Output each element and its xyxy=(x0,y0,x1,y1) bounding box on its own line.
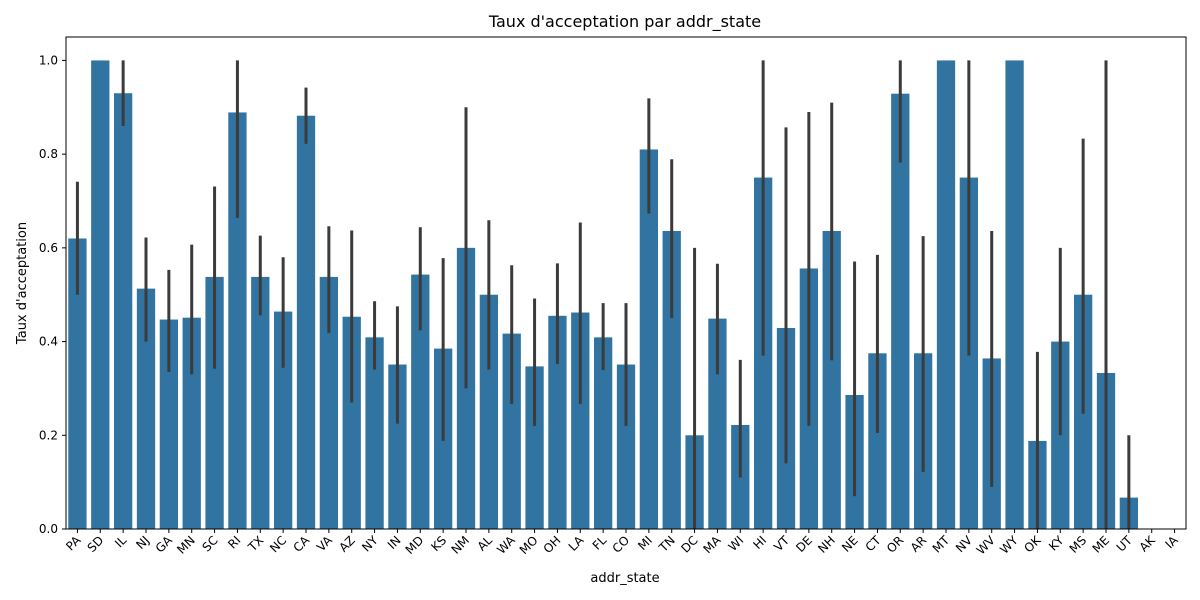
bar-ct xyxy=(868,353,887,529)
x-tick-label: PA xyxy=(63,533,84,554)
bar-md xyxy=(411,274,430,529)
x-tick-label: RI xyxy=(225,533,243,551)
x-tick-label: ME xyxy=(1090,533,1113,556)
bar-va xyxy=(319,276,338,529)
bar-nh xyxy=(822,230,841,529)
x-tick-label: LA xyxy=(566,533,587,554)
x-tick-label: CO xyxy=(610,533,633,556)
x-tick-label: HI xyxy=(750,533,769,552)
x-tick-label: MS xyxy=(1067,533,1090,556)
x-tick-label: NH xyxy=(815,533,838,556)
x-tick-label: MN xyxy=(174,533,198,557)
x-tick-label: WA xyxy=(494,533,518,557)
bar-ma xyxy=(708,318,727,529)
x-tick-label: OH xyxy=(541,533,564,556)
x-tick-label: AR xyxy=(908,533,930,555)
x-tick-label: FL xyxy=(590,533,610,553)
x-tick-label: MA xyxy=(701,533,725,557)
bar-pa xyxy=(68,238,87,529)
bar-ri xyxy=(228,112,247,529)
x-tick-label: NY xyxy=(359,533,381,555)
bar-ca xyxy=(296,115,316,529)
x-tick-label: KS xyxy=(428,533,449,554)
bar-mn xyxy=(182,317,201,529)
x-tick-label: AL xyxy=(475,533,496,554)
bar-tn xyxy=(662,230,681,529)
x-tick-label: TN xyxy=(656,533,678,555)
bar-co xyxy=(616,364,636,529)
x-tick-label: TX xyxy=(245,533,267,555)
x-tick-label: SC xyxy=(199,533,220,554)
bar-in xyxy=(388,364,407,529)
x-tick-label: IN xyxy=(385,533,404,552)
bar-or xyxy=(891,93,910,529)
bars-group xyxy=(68,60,1138,530)
y-tick-label: 0.6 xyxy=(39,241,58,255)
x-tick-label: NM xyxy=(449,533,473,557)
y-tick-label: 0.8 xyxy=(39,147,58,161)
x-tick-label: DE xyxy=(793,533,815,555)
x-tick-label: MI xyxy=(635,533,655,553)
bar-sc xyxy=(205,276,224,529)
bar-mi xyxy=(639,149,658,529)
bar-nm xyxy=(456,247,476,529)
x-tick-label: IL xyxy=(112,533,129,550)
x-tick-label: OR xyxy=(884,533,906,555)
x-tick-label: IA xyxy=(1162,533,1181,552)
bar-fl xyxy=(594,337,613,529)
chart-title: Taux d'acceptation par addr_state xyxy=(488,12,761,32)
y-tick-label: 1.0 xyxy=(39,53,58,67)
bar-la xyxy=(571,312,590,529)
x-tick-label: AK xyxy=(1137,532,1159,554)
x-tick-label: SD xyxy=(85,533,107,555)
bar-az xyxy=(342,316,361,529)
plot-frame xyxy=(65,36,1187,530)
x-tick-label: NJ xyxy=(133,533,152,552)
y-tick-label: 0.2 xyxy=(39,428,58,442)
y-axis: 0.0 0.2 0.4 0.6 0.8 1.0 xyxy=(39,53,66,536)
x-tick-label: WV xyxy=(974,533,999,558)
bar-oh xyxy=(548,315,567,529)
bar-wa xyxy=(502,333,521,529)
x-tick-label: UT xyxy=(1114,533,1136,555)
bar-ga xyxy=(159,319,178,529)
x-tick-label: NV xyxy=(953,533,976,556)
x-tick-label: CT xyxy=(863,533,884,554)
y-axis-label: Taux d'acceptation xyxy=(15,222,30,345)
x-tick-label: NC xyxy=(267,533,289,555)
x-tick-label: GA xyxy=(153,533,176,556)
bar-nc xyxy=(274,311,293,529)
bar-nj xyxy=(136,288,156,529)
x-tick-label: MO xyxy=(517,533,541,557)
bar-tx xyxy=(251,276,270,529)
x-tick-label: KY xyxy=(1046,533,1067,554)
bar-sd xyxy=(91,60,110,530)
bar-il xyxy=(114,93,133,529)
errorbars-group xyxy=(75,60,1131,529)
x-tick-label: MD xyxy=(403,533,427,557)
x-tick-label: CA xyxy=(290,533,312,555)
x-tick-label: MT xyxy=(930,533,953,556)
y-tick-label: 0.4 xyxy=(39,335,58,349)
x-tick-label: VT xyxy=(771,533,792,554)
bar-ny xyxy=(365,337,384,529)
x-tick-label: VA xyxy=(314,533,336,555)
x-axis: PA SD IL NJ GA MN SC RI TX NC CA VA AZ NY IN MD KS NM AL WA… xyxy=(63,529,1181,557)
bar-mt xyxy=(936,60,956,530)
bar-mo xyxy=(525,366,544,529)
x-tick-label: NE xyxy=(839,533,861,555)
x-axis-label: addr_state xyxy=(590,571,659,586)
bar-al xyxy=(479,294,498,529)
y-tick-label: 0.0 xyxy=(39,522,58,536)
x-tick-label: WI xyxy=(726,533,747,554)
x-tick-label: OK xyxy=(1021,532,1044,555)
bar-wy xyxy=(1005,60,1024,530)
x-tick-label: WY xyxy=(997,533,1021,557)
x-tick-label: DC xyxy=(678,533,700,555)
x-tick-label: AZ xyxy=(336,533,358,555)
